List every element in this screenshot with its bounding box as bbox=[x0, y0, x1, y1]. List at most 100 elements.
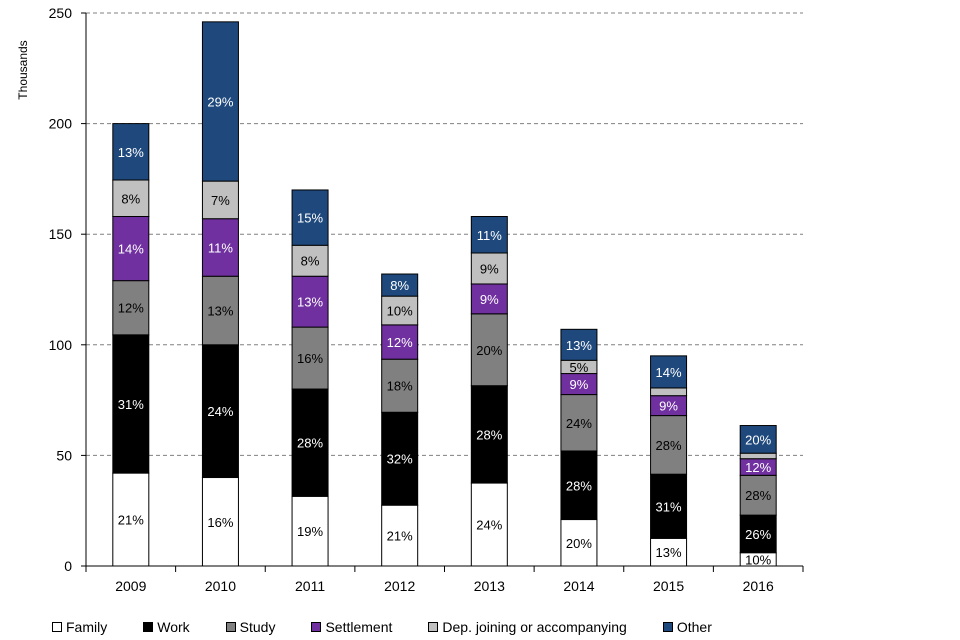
data-label: 13% bbox=[297, 295, 323, 310]
data-label: 32% bbox=[387, 452, 413, 467]
legend-swatch bbox=[225, 622, 236, 632]
bar-segment-dep-joining-or-accompanying-2012 bbox=[381, 295, 419, 326]
data-label: 31% bbox=[656, 499, 682, 514]
bar-stack-2016: 10% 26% 28% 12% 20% bbox=[739, 425, 777, 567]
data-label: 28% bbox=[745, 488, 771, 503]
bar-segment-dep-joining-or-accompanying-2015 bbox=[650, 387, 688, 397]
bar-segment-other-2010 bbox=[201, 21, 239, 182]
legend-item-study: Study bbox=[225, 619, 275, 635]
data-label: 12% bbox=[745, 460, 771, 475]
legend-item-dep-joining-or-accompanying: Dep. joining or accompanying bbox=[428, 619, 627, 635]
bar-segment-other-2012 bbox=[381, 273, 419, 297]
data-label: 11% bbox=[208, 240, 233, 255]
bar-stack-2009: 21% 31% 12% 14% 8% 13% bbox=[112, 123, 150, 567]
y-axis-label: Thousands bbox=[16, 40, 30, 99]
y-tick-label: 200 bbox=[49, 116, 73, 132]
legend-swatch bbox=[52, 622, 62, 632]
data-label: 8% bbox=[121, 191, 140, 206]
legend-item-other: Other bbox=[662, 619, 712, 635]
y-tick-label: 150 bbox=[49, 226, 73, 242]
data-label: 9% bbox=[480, 292, 499, 307]
x-tick-label: 2011 bbox=[295, 578, 325, 594]
data-label: 9% bbox=[659, 399, 678, 414]
data-label: 24% bbox=[476, 518, 502, 533]
data-label: 28% bbox=[476, 427, 502, 442]
bar-segment-study-2012 bbox=[381, 358, 419, 413]
data-label: 29% bbox=[207, 94, 233, 109]
bar-segment-other-2014 bbox=[560, 328, 598, 361]
bar-segment-work-2012 bbox=[381, 411, 419, 506]
bar-segment-study-2013 bbox=[470, 313, 508, 387]
bar-segment-other-2011 bbox=[291, 189, 329, 246]
data-label: 24% bbox=[566, 416, 592, 431]
data-label: 18% bbox=[387, 379, 413, 394]
x-tick-label: 2016 bbox=[743, 578, 774, 594]
x-tick-label: 2009 bbox=[115, 578, 146, 594]
data-label: 28% bbox=[656, 438, 682, 453]
legend-label: Other bbox=[676, 619, 712, 635]
bar-segment-settlement-2011 bbox=[291, 275, 329, 328]
bar-segment-dep-joining-or-accompanying-2013 bbox=[470, 252, 508, 285]
bar-segment-settlement-2013 bbox=[470, 283, 508, 315]
data-label: 24% bbox=[207, 404, 233, 419]
stacked-bar-chart: 21% 31% 12% 14% 8% 13% 16% 24% 13% 11% 7% 29% 19% 28%… bbox=[16, 5, 804, 594]
bar-segment-other-2015 bbox=[650, 355, 688, 389]
data-label: 5% bbox=[570, 360, 589, 375]
bar-stack-2012: 21% 32% 18% 12% 10% 8% bbox=[381, 273, 419, 567]
bar-segment-study-2010 bbox=[201, 275, 239, 346]
data-label: 28% bbox=[297, 436, 323, 451]
legend-item-family: Family bbox=[52, 619, 107, 635]
y-tick-label: 0 bbox=[64, 558, 72, 574]
legend-swatch bbox=[662, 622, 673, 632]
data-label: 20% bbox=[476, 343, 502, 358]
bar-segment-settlement-2012 bbox=[381, 324, 419, 360]
data-label: 19% bbox=[297, 524, 323, 539]
legend-swatch bbox=[428, 622, 439, 632]
bar-stack-2014: 20% 28% 24% 9% 5% 13% bbox=[560, 328, 598, 567]
y-tick-label: 50 bbox=[56, 447, 72, 463]
legend-swatch bbox=[311, 622, 322, 632]
axes: 0 50 100 150 200 250 2009 2010 2011 2012 2013 2014 2… bbox=[49, 5, 804, 594]
data-label: 28% bbox=[566, 478, 592, 493]
data-label: 21% bbox=[387, 529, 413, 544]
bars: 21% 31% 12% 14% 8% 13% 16% 24% 13% 11% 7% 29% 19% 28%… bbox=[112, 21, 777, 567]
bar-segment-family-2012 bbox=[381, 504, 419, 567]
data-label: 20% bbox=[745, 432, 771, 447]
x-tick-label: 2014 bbox=[563, 578, 594, 594]
bar-segment-other-2013 bbox=[470, 216, 508, 254]
bar-stack-2015: 13% 31% 28% 9% 14% bbox=[650, 355, 688, 567]
data-label: 12% bbox=[387, 335, 413, 350]
data-label: 26% bbox=[745, 527, 771, 542]
legend-label: Work bbox=[157, 619, 190, 635]
data-label: 15% bbox=[297, 211, 323, 226]
data-label: 14% bbox=[656, 365, 682, 380]
data-label: 14% bbox=[118, 242, 144, 257]
data-label: 8% bbox=[301, 254, 320, 269]
x-tick-label: 2012 bbox=[384, 578, 415, 594]
x-tick-label: 2013 bbox=[474, 578, 505, 594]
bar-segment-work-2010 bbox=[201, 344, 239, 479]
bar-segment-work-2013 bbox=[470, 385, 508, 484]
bar-segment-study-2015 bbox=[650, 415, 688, 475]
data-label: 16% bbox=[297, 351, 323, 366]
legend-label: Family bbox=[66, 619, 108, 635]
data-label: 10% bbox=[387, 304, 413, 319]
data-label: 16% bbox=[207, 515, 233, 530]
data-label: 8% bbox=[390, 278, 409, 293]
bar-segment-other-2009 bbox=[112, 123, 150, 181]
y-tick-label: 100 bbox=[49, 337, 73, 353]
data-label: 21% bbox=[118, 513, 144, 528]
bar-segment-family-2011 bbox=[291, 495, 329, 567]
legend-label: Dep. joining or accompanying bbox=[442, 619, 627, 635]
data-label: 20% bbox=[566, 536, 592, 551]
bar-segment-family-2010 bbox=[201, 477, 239, 567]
bar-segment-study-2011 bbox=[291, 326, 329, 390]
data-label: 13% bbox=[207, 304, 233, 319]
bar-segment-dep-joining-or-accompanying-2016 bbox=[739, 452, 777, 460]
bar-stack-2011: 19% 28% 16% 13% 8% 15% bbox=[291, 189, 329, 567]
data-label: 31% bbox=[118, 397, 144, 412]
data-label: 13% bbox=[566, 338, 592, 353]
data-label: 9% bbox=[570, 377, 589, 392]
data-label: 10% bbox=[745, 552, 771, 567]
